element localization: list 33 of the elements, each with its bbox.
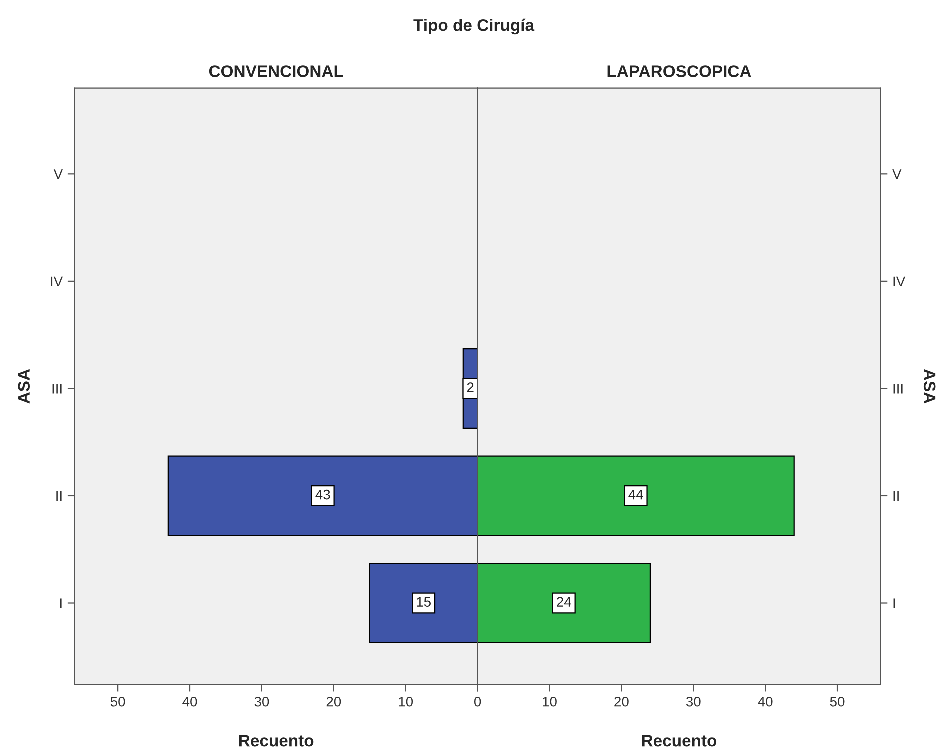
y-axis-title: ASA [18, 369, 30, 404]
x-tick-label: 20 [614, 696, 629, 707]
y-tick-label: III [52, 384, 62, 394]
x-tick-label: 40 [758, 696, 773, 707]
x-tick-label: 0 [474, 696, 482, 707]
text: Tipo de Cirugía [414, 18, 535, 35]
y-tick-label: II [56, 491, 62, 502]
y-tick-label: V [892, 170, 902, 180]
x-tick-label: 10 [543, 696, 557, 707]
x-axis-title: Recuento [642, 735, 717, 747]
x-tick-label: 30 [254, 696, 270, 707]
data-label: 15 [417, 597, 431, 607]
chart-title: LAPAROSCOPICA [608, 66, 752, 78]
y-tick-label: III [894, 384, 903, 394]
data-label: 2 [467, 382, 474, 392]
x-axis-title: Recuento [239, 735, 314, 747]
x-tick-label: 20 [326, 696, 342, 707]
x-tick-label: 50 [110, 696, 126, 707]
y-tick-label: IV [51, 276, 64, 286]
y-tick-label: II [894, 491, 899, 502]
data-label: 24 [557, 597, 572, 607]
data-label: 43 [316, 490, 330, 500]
x-tick-label: 50 [830, 696, 845, 707]
y-tick-label: IV [894, 276, 906, 286]
chart-title: CONVENCIONAL [209, 66, 344, 78]
y-tick-label: I [60, 598, 62, 608]
x-tick-label: 10 [399, 696, 414, 707]
y-tick-label: I [894, 598, 896, 608]
y-axis-title: ASA [924, 369, 936, 404]
x-tick-label: 30 [686, 696, 701, 707]
x-tick-label: 40 [182, 696, 198, 707]
y-tick-label: V [54, 170, 64, 180]
data-label: 44 [628, 490, 644, 500]
